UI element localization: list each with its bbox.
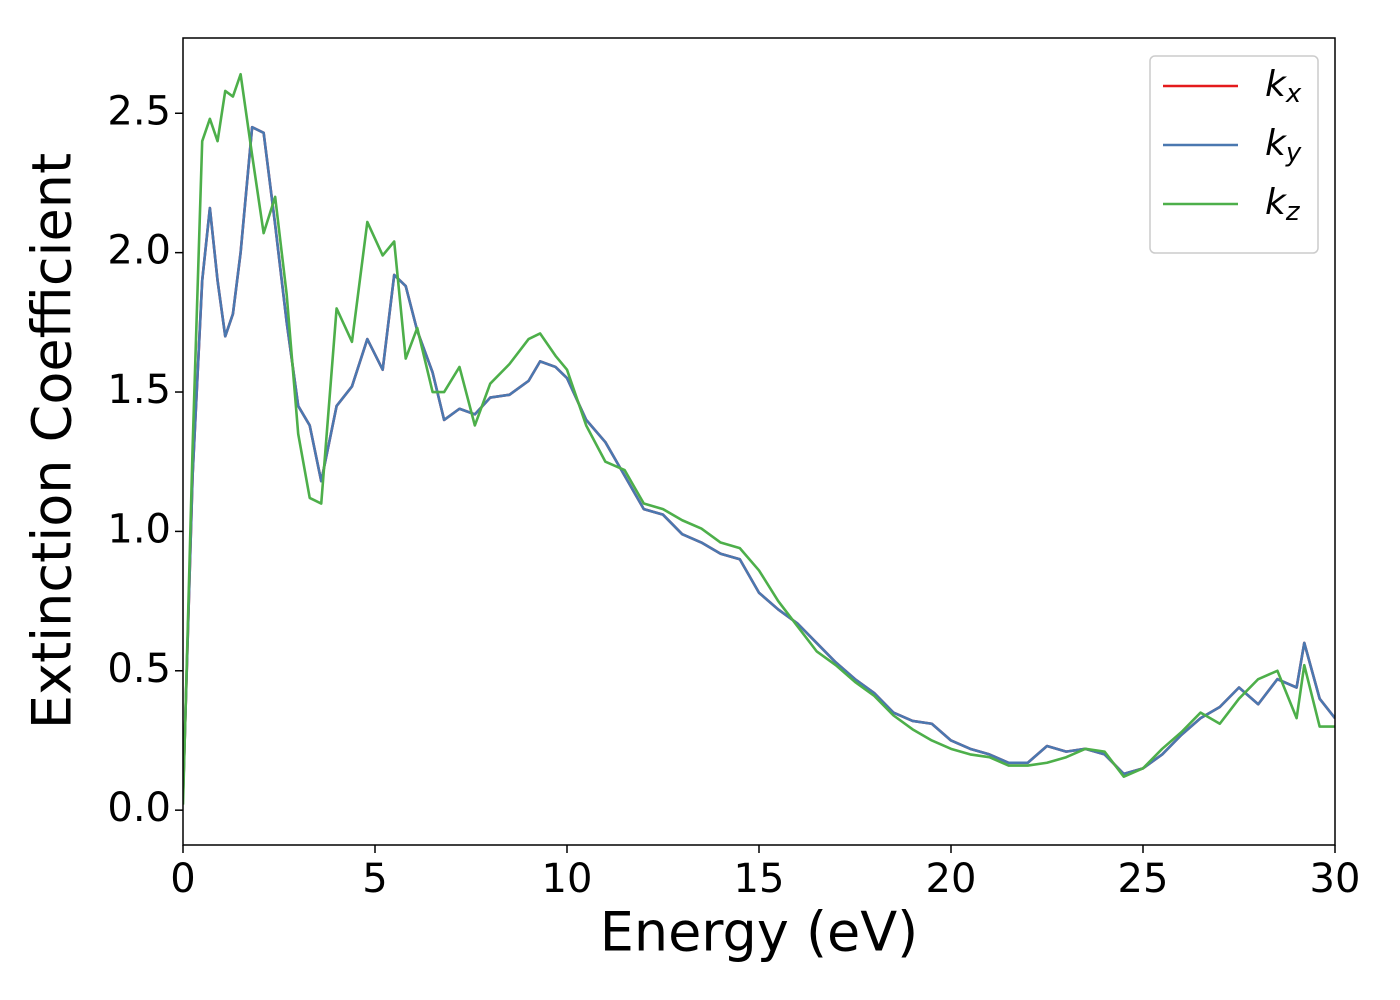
x-tick-label: 20 — [926, 856, 977, 902]
x-tick-label: 0 — [170, 856, 195, 902]
y-tick-label: 0.5 — [107, 646, 171, 692]
x-tick-label: 30 — [1310, 856, 1361, 902]
legend-label: ky — [1265, 123, 1302, 168]
y-tick-label: 2.0 — [107, 228, 171, 274]
legend-label: kx — [1265, 64, 1302, 109]
data-line — [183, 125, 1335, 797]
plot-frame — [182, 37, 1336, 846]
y-tick-label: 2.5 — [107, 88, 171, 134]
legend-label: kz — [1265, 182, 1301, 227]
x-tick-label: 15 — [734, 856, 785, 902]
y-tick-label: 0.0 — [107, 785, 171, 831]
y-axis-label: Extinction Coefficient — [21, 153, 84, 729]
x-tick-label: 25 — [1118, 856, 1169, 902]
x-axis-label: Energy (eV) — [600, 901, 919, 964]
y-tick-label: 1.5 — [107, 367, 171, 413]
x-tick-label: 5 — [362, 856, 387, 902]
y-tick-label: 1.0 — [107, 506, 171, 552]
x-tick-label: 10 — [542, 856, 593, 902]
data-line — [183, 72, 1335, 805]
